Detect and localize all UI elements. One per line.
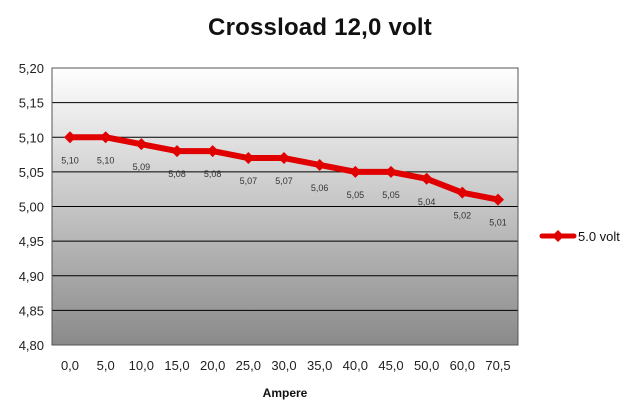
legend-label-5-volt: 5.0 volt [578, 229, 620, 244]
data-label: 5,02 [454, 211, 472, 221]
y-tick-label: 5,05 [19, 165, 44, 180]
x-tick-label: 50,0 [414, 358, 439, 373]
data-label: 5,08 [168, 169, 186, 179]
x-tick-label: 10,0 [129, 358, 154, 373]
x-tick-label: 20,0 [200, 358, 225, 373]
data-point [313, 158, 326, 171]
y-tick-label: 5,20 [19, 61, 44, 76]
data-label: 5,07 [240, 176, 258, 186]
y-tick-label: 5,00 [19, 200, 44, 215]
data-label: 5,05 [347, 190, 365, 200]
series-5-volt [64, 131, 504, 206]
x-tick-label: 25,0 [236, 358, 261, 373]
data-point [420, 172, 433, 185]
legend-marker [552, 230, 564, 242]
y-tick-label: 4,90 [19, 269, 44, 284]
gridlines [51, 67, 519, 346]
data-point [64, 131, 76, 144]
data-label: 5,09 [133, 162, 151, 172]
legend: 5.0 volt [539, 229, 620, 244]
x-tick-label: 35,0 [307, 358, 332, 373]
data-label: 5,08 [204, 169, 222, 179]
y-axis-ticks: 4,80 4,85 4,90 4,95 5,00 5,05 5,10 5,15 5,20 [19, 61, 44, 353]
plot-frame [51, 67, 519, 346]
data-label: 5,10 [97, 155, 115, 165]
data-point [206, 145, 219, 158]
data-point [171, 145, 183, 158]
data-point [278, 152, 290, 165]
data-point [135, 138, 148, 151]
y-tick-label: 5,15 [19, 96, 44, 111]
data-label: 5,04 [418, 197, 436, 207]
data-point [492, 193, 504, 206]
data-label: 5,01 [489, 218, 507, 228]
data-point [385, 165, 397, 178]
x-tick-label: 0,0 [61, 358, 79, 373]
data-label: 5,07 [275, 176, 293, 186]
y-tick-label: 4,85 [19, 303, 44, 318]
data-label: 5,06 [311, 183, 329, 193]
data-label: 5,05 [382, 190, 400, 200]
x-tick-label: 70,5 [485, 358, 510, 373]
data-labels: 5,10 5,10 5,09 5,08 5,08 5,07 5,07 5,06 5,05 5,05… [61, 155, 507, 227]
data-point [456, 186, 469, 199]
data-point [242, 152, 255, 165]
x-tick-label: 15,0 [164, 358, 189, 373]
y-tick-label: 4,95 [19, 234, 44, 249]
x-tick-label: 40,0 [343, 358, 368, 373]
chart-title: Crossload 12,0 volt [208, 14, 432, 41]
x-tick-label: 30,0 [271, 358, 296, 373]
x-tick-label: 60,0 [450, 358, 475, 373]
x-tick-label: 5,0 [97, 358, 115, 373]
x-axis-ticks: 0,0 5,0 10,0 15,0 20,0 25,0 30,0 35,0 40,0 45,0 50… [61, 358, 511, 373]
data-point [99, 131, 112, 144]
x-axis-title: Ampere [263, 386, 308, 400]
y-tick-label: 4,80 [19, 338, 44, 353]
data-point [349, 165, 362, 178]
x-tick-label: 45,0 [378, 358, 403, 373]
y-tick-label: 5,10 [19, 130, 44, 145]
data-label: 5,10 [61, 155, 79, 165]
